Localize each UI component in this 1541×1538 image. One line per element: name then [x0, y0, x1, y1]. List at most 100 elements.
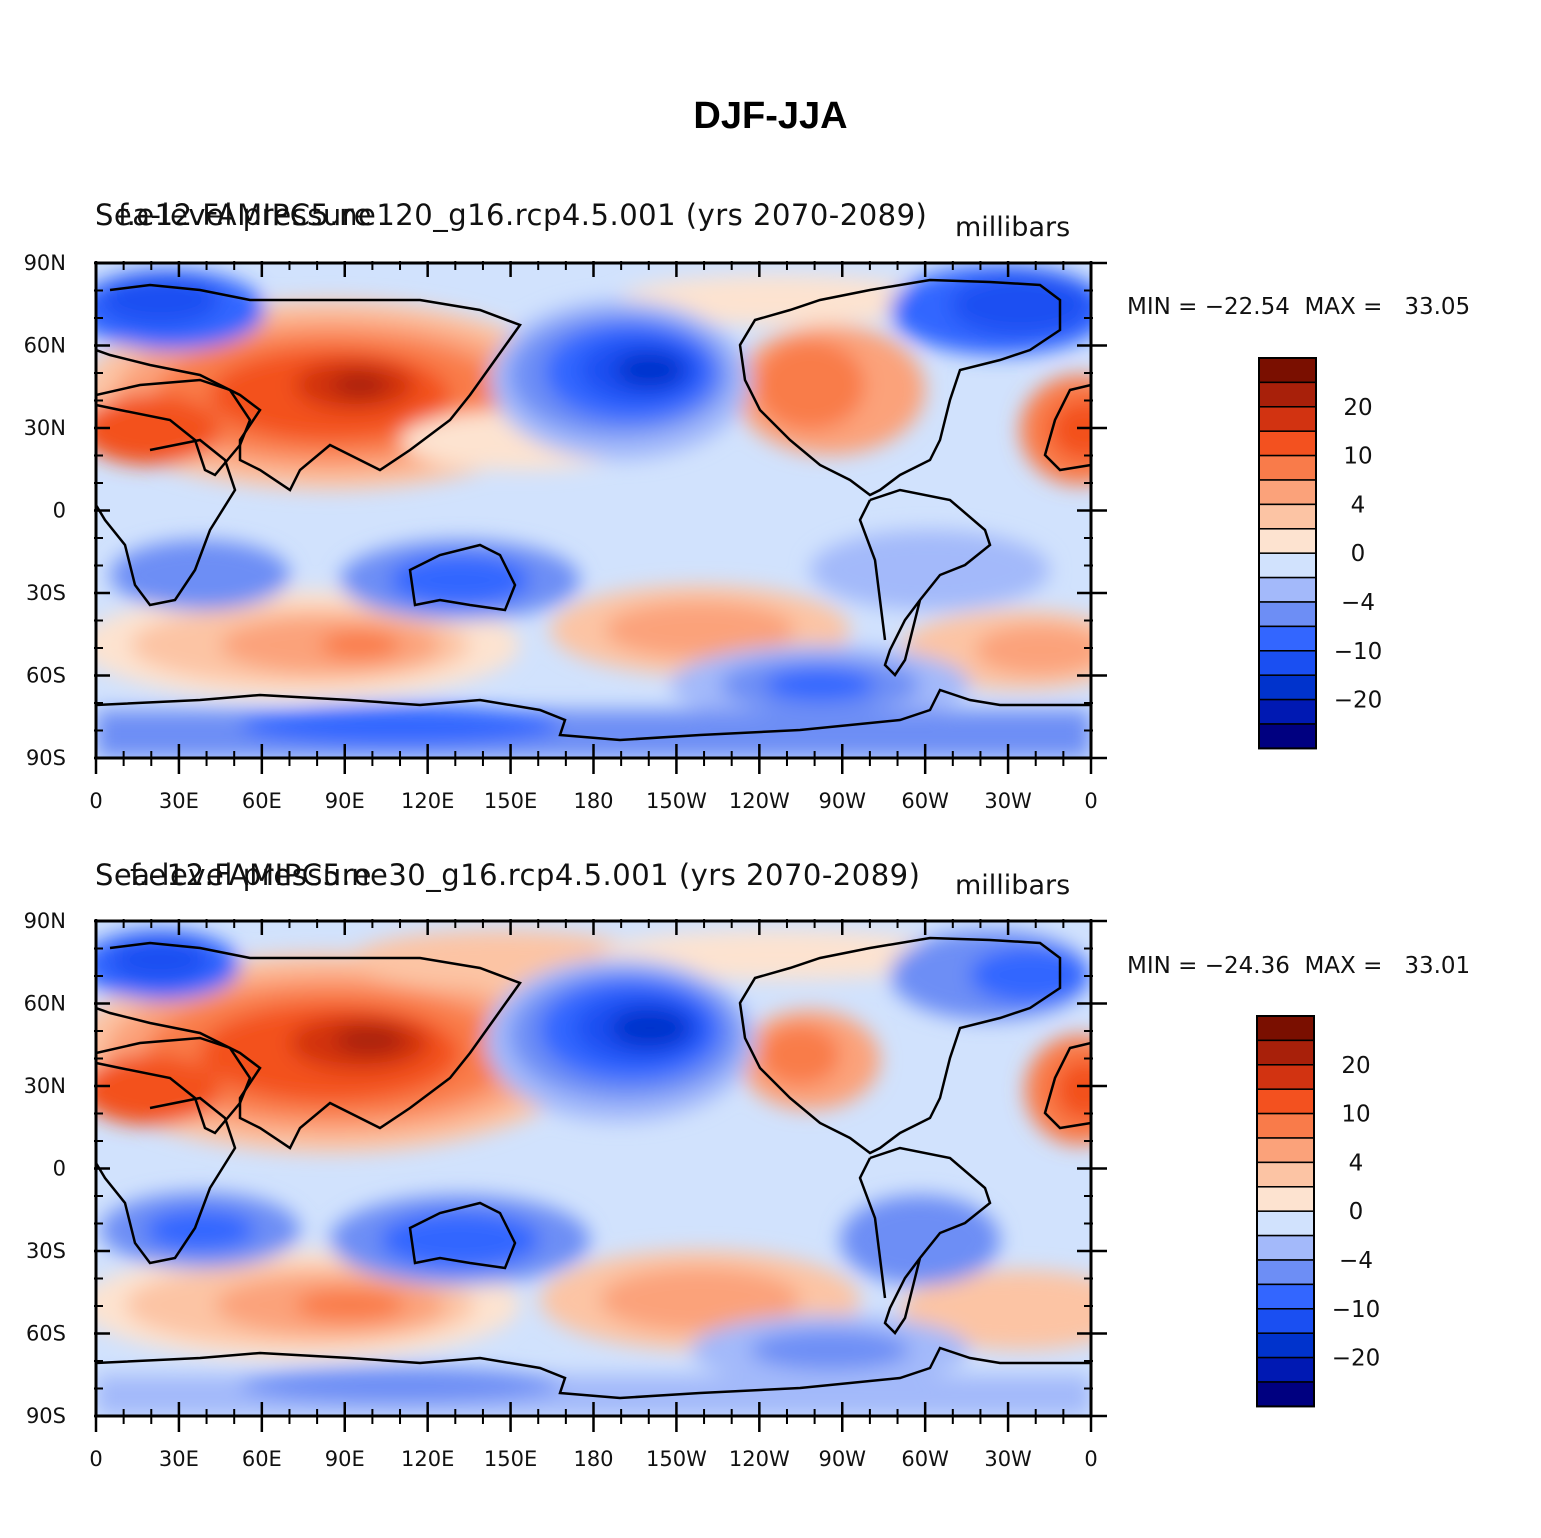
colorbar-box — [1258, 601, 1317, 628]
lat-tick-label: 60S — [26, 664, 66, 688]
colorbar-box — [1258, 674, 1317, 701]
panel2-minmax: MIN = −24.36 MAX = 33.01 — [1127, 953, 1471, 979]
lon-tick-label: 120E — [401, 1447, 454, 1471]
colorbar-label: 4 — [1351, 492, 1366, 518]
colorbar-box — [1258, 552, 1317, 579]
colorbar-box — [1256, 1259, 1315, 1286]
lon-tick-label: 30E — [159, 1447, 199, 1471]
colorbar-frame — [1256, 1015, 1315, 1408]
lat-tick-label: 90S — [26, 1404, 66, 1428]
panel1-coastlines — [96, 278, 1091, 742]
lon-tick-label: 150E — [484, 789, 537, 813]
panel1-minmax: MIN = −22.54 MAX = 33.05 — [1127, 294, 1471, 320]
panel2-center-title: f.e12.FAMIPC5.ne30_g16.rcp4.5.001 (yrs 2… — [130, 858, 921, 892]
lat-tick-label: 0 — [53, 499, 66, 523]
lat-tick-label: 30N — [24, 416, 66, 440]
colorbar-label: −10 — [1334, 639, 1383, 665]
colorbar-box — [1256, 1161, 1315, 1188]
lon-tick-label: 120W — [729, 789, 790, 813]
colorbar-label: 0 — [1351, 541, 1366, 567]
colorbar-box — [1256, 1332, 1315, 1359]
colorbar-box — [1256, 1088, 1315, 1115]
colorbar-box — [1256, 1112, 1315, 1139]
lon-tick-label: 60E — [242, 789, 282, 813]
panel1-map — [96, 263, 1091, 758]
lon-tick-label: 60E — [242, 1447, 282, 1471]
colorbar-box — [1258, 650, 1317, 676]
lon-tick-label: 60W — [901, 789, 949, 813]
lon-tick-label: 60W — [901, 1447, 949, 1471]
lat-tick-label: 60N — [24, 992, 66, 1016]
lat-tick-label: 90N — [24, 909, 66, 933]
colorbar-box — [1258, 357, 1317, 384]
colorbar-label: 4 — [1349, 1150, 1364, 1176]
colorbar-label: 0 — [1349, 1199, 1364, 1225]
colorbar-box — [1258, 503, 1317, 530]
colorbar-box — [1256, 1234, 1315, 1261]
colorbar-box — [1256, 1039, 1315, 1066]
colorbar-box — [1258, 698, 1317, 725]
lon-tick-label: 90E — [325, 789, 365, 813]
lon-tick-label: 150W — [646, 1447, 707, 1471]
colorbar-box — [1258, 576, 1317, 603]
lat-tick-label: 30N — [24, 1074, 66, 1098]
lon-tick-label: 90E — [325, 1447, 365, 1471]
lon-tick-label: 120E — [401, 789, 454, 813]
colorbar-box — [1256, 1137, 1315, 1164]
colorbar-box — [1258, 430, 1317, 457]
lat-tick-label: 60S — [26, 1322, 66, 1346]
colorbar-label: 10 — [1341, 1102, 1370, 1128]
colorbar-box — [1258, 479, 1317, 506]
lon-tick-label: 150E — [484, 1447, 537, 1471]
lat-tick-label: 90N — [24, 251, 66, 275]
lat-tick-label: 30S — [26, 581, 66, 605]
colorbar-box — [1256, 1308, 1315, 1334]
colorbar-label: −10 — [1332, 1297, 1381, 1323]
colorbar-box — [1256, 1186, 1315, 1212]
lon-tick-label: 30W — [984, 1447, 1032, 1471]
colorbar-box — [1258, 381, 1317, 408]
panel2-left-title: Sea-level pressure — [95, 858, 372, 892]
colorbar-box — [1258, 406, 1317, 432]
colorbar-box — [1256, 1064, 1315, 1090]
lon-tick-label: 0 — [89, 1447, 102, 1471]
colorbar-box — [1258, 528, 1317, 554]
lon-tick-label: 150W — [646, 789, 707, 813]
panel2-coastlines — [96, 936, 1091, 1400]
colorbar-box — [1256, 1015, 1315, 1042]
lat-tick-label: 0 — [53, 1157, 66, 1181]
colorbar-box — [1258, 454, 1317, 481]
lon-tick-label: 0 — [1084, 789, 1097, 813]
lon-tick-label: 30W — [984, 789, 1032, 813]
page-title: DJF-JJA — [693, 95, 848, 137]
lon-tick-label: 90W — [819, 1447, 867, 1471]
colorbar-label: −4 — [1341, 590, 1375, 616]
colorbar-box — [1256, 1356, 1315, 1383]
lon-tick-label: 180 — [573, 1447, 613, 1471]
panel2-units: millibars — [955, 870, 1071, 901]
lon-tick-label: 0 — [1084, 1447, 1097, 1471]
colorbar-box — [1256, 1210, 1315, 1237]
lon-tick-label: 90W — [819, 789, 867, 813]
colorbar-label: −20 — [1332, 1346, 1381, 1372]
colorbar-label: 20 — [1341, 1053, 1370, 1079]
lat-tick-label: 90S — [26, 746, 66, 770]
panel2-map — [96, 921, 1091, 1416]
colorbar-box — [1256, 1283, 1315, 1310]
colorbar-box — [1258, 723, 1317, 750]
colorbar-label: −20 — [1334, 688, 1383, 714]
lon-tick-label: 180 — [573, 789, 613, 813]
colorbar-label: 20 — [1343, 395, 1372, 421]
colorbar-label: −4 — [1339, 1248, 1373, 1274]
panel1-center-title: f.e12.FAMIPC5.ne120_g16.rcp4.5.001 (yrs … — [118, 198, 928, 232]
colorbar-label: 10 — [1343, 444, 1372, 470]
lon-tick-label: 30E — [159, 789, 199, 813]
panel1-left-title: Sea-level pressure — [95, 198, 372, 232]
colorbar-box — [1256, 1381, 1315, 1408]
lon-tick-label: 120W — [729, 1447, 790, 1471]
colorbar-box — [1258, 625, 1317, 652]
lat-tick-label: 60N — [24, 334, 66, 358]
colorbar-frame — [1258, 357, 1317, 750]
lat-tick-label: 30S — [26, 1239, 66, 1263]
